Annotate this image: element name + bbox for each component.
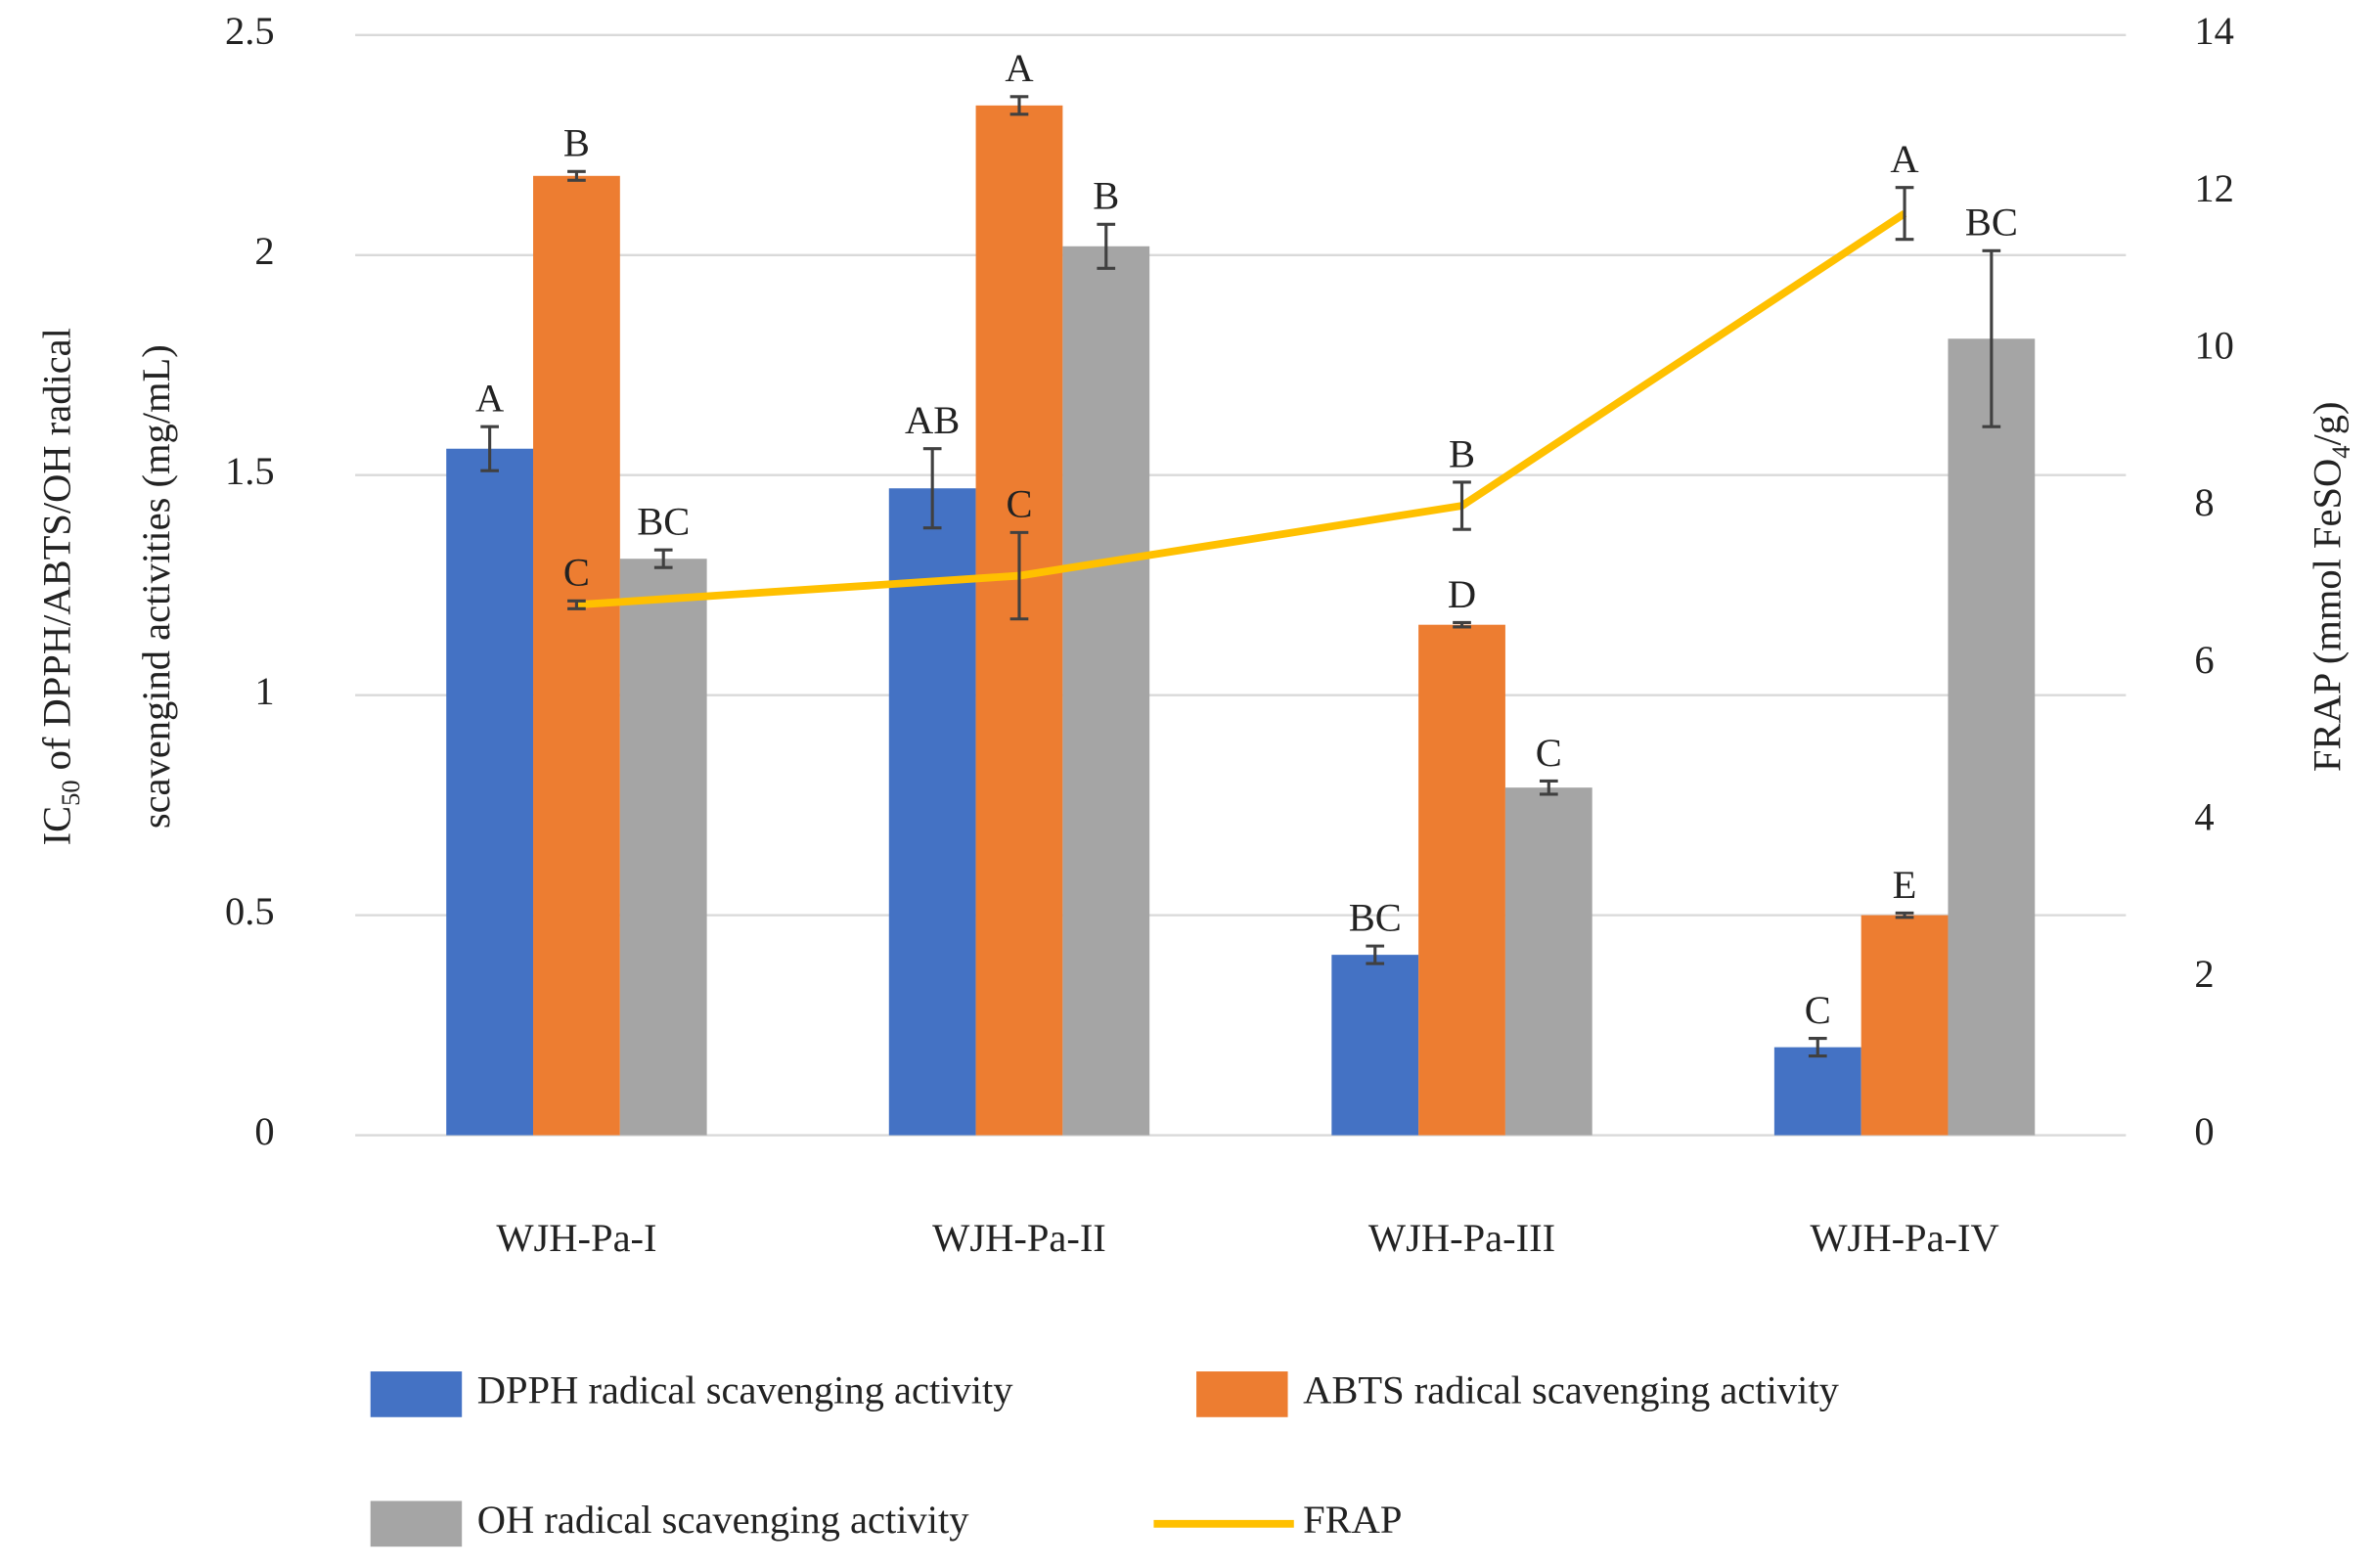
significance-label: BC [1349, 895, 1402, 939]
y-tick-label: 1.5 [225, 449, 275, 493]
y-tick-label: 0.5 [225, 889, 275, 933]
bar [446, 448, 534, 1136]
y-label-main: IC [35, 806, 79, 846]
legend-swatch [1196, 1371, 1288, 1417]
y2-tick-label: 14 [2194, 9, 2234, 53]
y2-tick-label: 10 [2194, 323, 2234, 367]
significance-label: C [563, 551, 590, 595]
y-axis-label-line2: scavengind activities (mg/mL) [134, 344, 178, 829]
bar [1860, 915, 1949, 1136]
y-label-rest: of DPPH/ABTS/OH radical [35, 328, 79, 780]
bar [1418, 624, 1505, 1136]
significance-label: A [1890, 137, 1918, 181]
significance-label: D [1448, 572, 1476, 616]
significance-label: A [475, 377, 504, 421]
y-tick-label: 2 [254, 229, 274, 273]
bar [1504, 787, 1592, 1136]
y2-tick-label: 8 [2194, 480, 2214, 524]
legend-label: OH radical scavenging activity [477, 1498, 969, 1542]
legend-swatch [370, 1501, 463, 1547]
legend-swatch [370, 1371, 463, 1417]
x-tick-label: WJH-Pa-I [496, 1216, 656, 1260]
y2-tick-label: 6 [2194, 638, 2214, 682]
legend-label: DPPH radical scavenging activity [477, 1368, 1013, 1412]
significance-label: C [1006, 482, 1032, 526]
significance-label: BC [637, 500, 690, 544]
x-tick-label: WJH-Pa-III [1368, 1216, 1555, 1260]
legend-label: FRAP [1303, 1498, 1402, 1542]
y2-tick-label: 12 [2194, 166, 2234, 210]
bar [1948, 338, 2036, 1136]
x-tick-label: WJH-Pa-IV [1810, 1216, 1998, 1260]
y-tick-label: 1 [254, 669, 274, 713]
significance-label: AB [905, 398, 960, 442]
bar [619, 559, 707, 1136]
y2-tick-label: 4 [2194, 795, 2214, 839]
y2-label-sub: 4 [2326, 445, 2355, 458]
y2-label-rest: /g) [2306, 401, 2350, 445]
bar [1062, 246, 1150, 1136]
significance-label: B [563, 121, 590, 165]
y2-axis-label: FRAP (mmol FeSO4/g) [2306, 401, 2355, 772]
y2-label-main: FRAP (mmol FeSO [2306, 459, 2350, 772]
y-label-sub: 50 [56, 780, 85, 805]
y-tick-label: 0 [254, 1109, 274, 1153]
line [576, 209, 1907, 609]
y2-tick-label: 0 [2194, 1109, 2214, 1153]
bar [1773, 1047, 1861, 1136]
x-tick-label: WJH-Pa-II [932, 1216, 1106, 1260]
significance-label: A [1005, 46, 1033, 90]
significance-label: B [1093, 174, 1119, 218]
significance-label: C [1536, 731, 1562, 775]
significance-label: B [1449, 431, 1475, 475]
bar [1331, 955, 1419, 1136]
legend-label: ABTS radical scavenging activity [1303, 1368, 1839, 1412]
bar [533, 175, 620, 1136]
y-axis-label: IC50 of DPPH/ABTS/OH radical [35, 328, 85, 845]
significance-label: E [1893, 863, 1917, 907]
significance-label: C [1805, 988, 1831, 1032]
bar [888, 488, 976, 1136]
significance-label: BC [1965, 201, 2018, 245]
y2-tick-label: 2 [2194, 952, 2214, 996]
y-tick-label: 2.5 [225, 9, 275, 53]
